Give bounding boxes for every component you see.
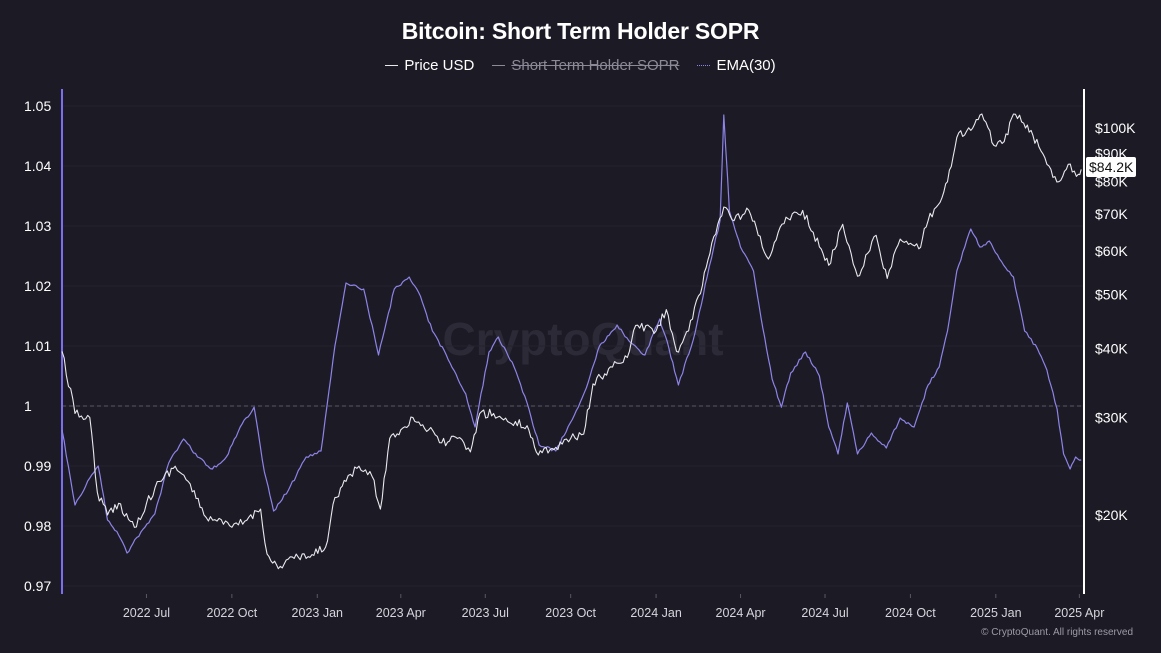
right-tick-label: $30K [1095,410,1128,426]
x-tick-label: 2025 Apr [1054,606,1104,620]
x-tick-label: 2023 Jan [292,606,343,620]
price-usd-line [61,113,1082,570]
legend-item-sopr[interactable]: Short Term Holder SOPR [492,57,679,74]
legend-label-sopr: Short Term Holder SOPR [511,57,680,74]
x-tick-label: 2023 Oct [545,606,596,620]
right-tick-label: $60K [1095,243,1128,259]
right-tick-label: $20K [1095,507,1128,523]
ema-30-line [61,114,1082,554]
x-tick-label: 2024 Jul [801,606,848,620]
chart-title: Bitcoin: Short Term Holder SOPR [401,18,760,44]
x-tick-label: 2022 Oct [207,606,258,620]
x-tick-label: 2024 Jan [630,606,681,620]
legend-item-ema[interactable]: EMA(30) [697,57,776,74]
copyright-credit: © CryptoQuant. All rights reserved [981,627,1133,638]
x-tick-label: 2024 Oct [885,606,936,620]
legend-swatch-price [385,65,399,66]
legend-item-price[interactable]: Price USD [385,57,474,74]
x-tick-label: 2025 Jan [970,606,1021,620]
left-tick-label: 1 [24,398,32,414]
right-tick-label: $80K [1095,174,1128,190]
left-tick-label: 1.01 [24,338,51,354]
chart-legend: Price USD Short Term Holder SOPR EMA(30) [0,57,1161,74]
watermark: CryptoQuant [442,313,723,365]
legend-swatch-sopr [492,65,506,66]
left-tick-label: 0.98 [24,518,51,534]
left-tick-label: 1.05 [24,98,51,114]
left-tick-label: 0.97 [24,578,51,594]
left-tick-label: 0.99 [24,458,51,474]
x-tick-label: 2023 Apr [376,606,426,620]
left-tick-label: 1.04 [24,158,51,174]
left-tick-label: 1.03 [24,218,51,234]
legend-label-ema: EMA(30) [716,57,776,74]
x-tick-label: 2024 Apr [716,606,766,620]
left-tick-label: 1.02 [24,278,51,294]
legend-label-price: Price USD [404,57,475,74]
right-tick-label: $100K [1095,120,1136,136]
legend-swatch-ema [697,65,711,66]
right-tick-label: $70K [1095,206,1128,222]
current-price-tag: $84.2K [1086,157,1137,177]
x-tick-label: 2023 Jul [462,606,509,620]
x-tick-label: 2022 Jul [123,606,170,620]
right-tick-label: $40K [1095,340,1128,356]
right-tick-label: $50K [1095,287,1128,303]
